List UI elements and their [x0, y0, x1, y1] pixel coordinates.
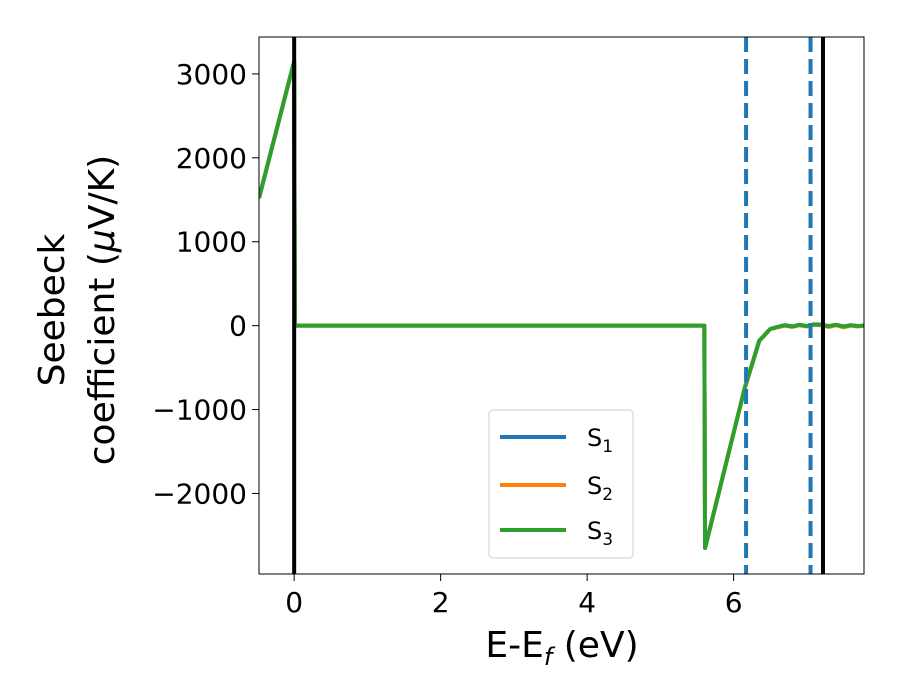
legend-label-s3: S3 [587, 517, 613, 550]
x-tick-label: 4 [578, 586, 596, 619]
legend: S1 S2 S3 [488, 409, 634, 559]
y-tick-label: −2000 [152, 477, 247, 510]
x-tick-label: 6 [725, 586, 743, 619]
y-tick-label: 3000 [176, 58, 247, 91]
x-axis-title-main: E-E [485, 625, 543, 666]
y-tick-label: 0 [229, 310, 247, 343]
y-axis-title-line2-main: coefficient ( [82, 252, 123, 465]
plot-area [259, 37, 864, 574]
x-tick-label: 2 [432, 586, 450, 619]
x-tick-label: 0 [285, 586, 303, 619]
legend-label-s2: S2 [587, 472, 613, 505]
y-axis-title: Seebeck coefficient (μV/K) [32, 155, 123, 465]
y-axis-title-line2: coefficient (μV/K) [82, 155, 123, 465]
x-axis-title-unit: (eV) [552, 625, 638, 666]
y-tick-label: 2000 [176, 142, 247, 175]
x-axis-title: E-Ef (eV) [485, 625, 638, 671]
y-axis-title-unit: V/K) [82, 155, 123, 229]
y-tick-label: −1000 [152, 394, 247, 427]
plot-frame [258, 36, 865, 575]
legend-entry-s1: S1 [500, 424, 613, 457]
series-line-s3 [259, 59, 864, 550]
axis-ticks: 0 2 4 6 3000 2000 1000 0 −1000 −2000 [152, 58, 742, 619]
legend-entry-s2: S2 [500, 472, 613, 505]
legend-entry-s3: S3 [500, 517, 613, 550]
y-tick-label: 1000 [176, 226, 247, 259]
y-axis-title-line1: Seebeck [32, 233, 73, 386]
legend-label-s1: S1 [587, 424, 613, 457]
y-axis-title-mu: μ [82, 229, 123, 253]
